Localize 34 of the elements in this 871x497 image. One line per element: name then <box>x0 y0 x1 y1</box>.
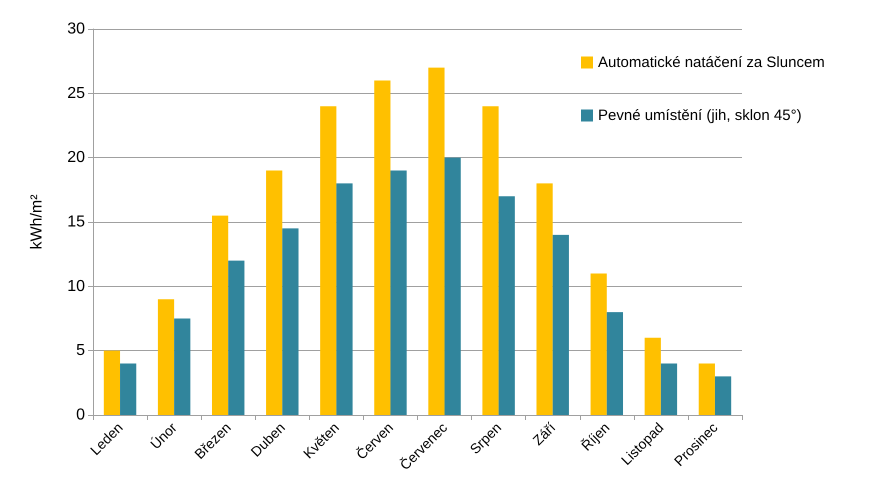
bar <box>590 273 607 415</box>
bar <box>104 350 120 415</box>
bar <box>120 364 136 415</box>
legend-label: Pevné umístění (jih, sklon 45°) <box>598 107 802 124</box>
bar <box>428 68 445 415</box>
bar <box>714 376 732 415</box>
bar <box>444 158 461 415</box>
bar <box>698 364 715 415</box>
bar <box>266 170 282 415</box>
bar <box>606 312 624 415</box>
bar <box>320 106 336 415</box>
bar <box>158 299 174 415</box>
y-tick-label: 0 <box>76 406 86 424</box>
bar <box>228 260 244 415</box>
y-tick-label: 15 <box>67 214 86 230</box>
legend-label: Automatické natáčení za Sluncem <box>598 54 825 71</box>
y-tick-label: 25 <box>67 84 86 102</box>
bar <box>374 80 390 415</box>
bar <box>498 196 515 415</box>
bar <box>282 228 299 415</box>
y-tick-label: 10 <box>67 278 86 295</box>
bar <box>390 170 407 415</box>
bar <box>536 183 553 415</box>
bar <box>482 106 499 415</box>
bar <box>660 364 678 415</box>
y-tick-label: 20 <box>67 149 86 166</box>
bar <box>174 318 190 415</box>
y-tick-label: 30 <box>67 20 86 38</box>
y-axis-title: kWh/m² <box>28 194 46 250</box>
y-tick-label: 5 <box>76 342 86 360</box>
bar <box>644 338 661 415</box>
bar <box>336 183 353 415</box>
bar <box>552 234 569 415</box>
bar <box>212 216 228 415</box>
